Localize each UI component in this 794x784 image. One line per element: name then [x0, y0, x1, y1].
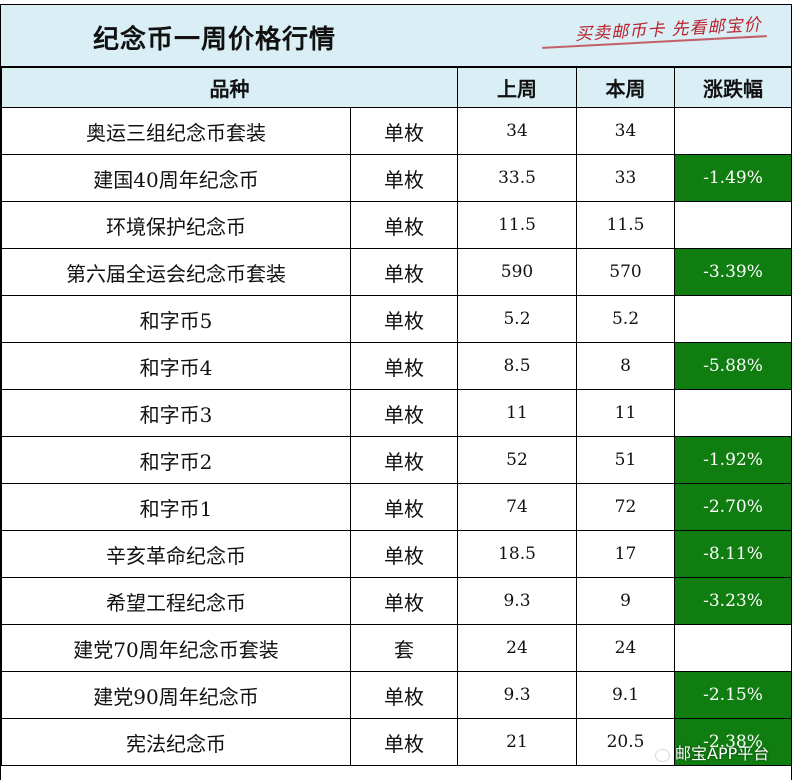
cell-change: [674, 201, 792, 249]
title-bar: 纪念币一周价格行情 买卖邮币卡 先看邮宝价: [1, 4, 791, 67]
cell-this-week: 9: [576, 577, 675, 625]
cell-last-week: 24: [457, 624, 577, 672]
table-row: 和字币4 单枚 8.5 8 -5.88%: [1, 342, 792, 390]
cell-change: -8.11%: [674, 530, 792, 578]
cell-this-week: 5.2: [576, 295, 675, 343]
cell-unit: 套: [350, 624, 458, 672]
cell-name: 和字币4: [1, 342, 351, 390]
cell-change: [674, 107, 792, 155]
cell-change: -2.15%: [674, 671, 792, 719]
cell-unit: 单枚: [350, 201, 458, 249]
price-sheet: 纪念币一周价格行情 买卖邮币卡 先看邮宝价 品种 上周 本周 涨跌幅 奥运三组纪…: [0, 4, 792, 780]
cell-name: 和字币2: [1, 436, 351, 484]
table-row: 宪法纪念币 单枚 21 20.5 -2.38%: [1, 718, 792, 766]
cell-change: [674, 295, 792, 343]
table-row: 希望工程纪念币 单枚 9.3 9 -3.23%: [1, 577, 792, 625]
cell-this-week: 9.1: [576, 671, 675, 719]
cell-unit: 单枚: [350, 389, 458, 437]
cell-unit: 单枚: [350, 295, 458, 343]
cell-last-week: 9.3: [457, 671, 577, 719]
cell-unit: 单枚: [350, 577, 458, 625]
table-row: 建党70周年纪念币套装套 24 24: [1, 624, 792, 672]
table-header-row: 品种 上周 本周 涨跌幅: [1, 67, 792, 108]
cell-unit: 单枚: [350, 671, 458, 719]
header-this-week: 本周: [576, 67, 675, 108]
cell-change: -1.92%: [674, 436, 792, 484]
cell-last-week: 33.5: [457, 154, 577, 202]
table-row: 环境保护纪念币 单枚 11.5 11.5: [1, 201, 792, 249]
cell-this-week: 72: [576, 483, 675, 531]
cell-change: [674, 624, 792, 672]
cell-name: 和字币5: [1, 295, 351, 343]
cell-this-week: 17: [576, 530, 675, 578]
wechat-icon: [647, 741, 670, 763]
header-variety: 品种: [1, 67, 458, 108]
cell-name: 宪法纪念币: [1, 718, 351, 766]
cell-this-week: 570: [576, 248, 675, 296]
cell-last-week: 21: [457, 718, 577, 766]
cell-unit: 单枚: [350, 107, 458, 155]
cell-name: 第六届全运会纪念币套装: [1, 248, 351, 296]
cell-last-week: 5.2: [457, 295, 577, 343]
cell-name: 奥运三组纪念币套装: [1, 107, 351, 155]
cell-name: 辛亥革命纪念币: [1, 530, 351, 578]
cell-change: -5.88%: [674, 342, 792, 390]
cell-this-week: 34: [576, 107, 675, 155]
header-last-week: 上周: [457, 67, 577, 108]
cell-name: 建党70周年纪念币套装: [1, 624, 351, 672]
table-row: 和字币5 单枚 5.2 5.2: [1, 295, 792, 343]
cell-unit: 单枚: [350, 342, 458, 390]
cell-this-week: 8: [576, 342, 675, 390]
page-title: 纪念币一周价格行情: [93, 25, 337, 55]
cell-last-week: 34: [457, 107, 577, 155]
cell-unit: 单枚: [350, 248, 458, 296]
table-row: 建国40周年纪念币 单枚 33.5 33 -1.49%: [1, 154, 792, 202]
cell-this-week: 33: [576, 154, 675, 202]
cell-name: 和字币1: [1, 483, 351, 531]
cell-this-week: 11.5: [576, 201, 675, 249]
cell-last-week: 8.5: [457, 342, 577, 390]
cell-change: [674, 389, 792, 437]
table-row: 辛亥革命纪念币 单枚 18.5 17 -8.11%: [1, 530, 792, 578]
cell-name: 环境保护纪念币: [1, 201, 351, 249]
cell-change: -2.38%: [674, 718, 792, 766]
cell-last-week: 52: [457, 436, 577, 484]
cell-unit: 单枚: [350, 483, 458, 531]
cell-this-week: 51: [576, 436, 675, 484]
cell-change: -2.70%: [674, 483, 792, 531]
cell-unit: 单枚: [350, 718, 458, 766]
cell-name: 希望工程纪念币: [1, 577, 351, 625]
cell-name: 建国40周年纪念币: [1, 154, 351, 202]
cell-change: -3.23%: [674, 577, 792, 625]
table-row: 建党90周年纪念币 单枚 9.3 9.1 -2.15%: [1, 671, 792, 719]
cell-change: -3.39%: [674, 248, 792, 296]
cell-unit: 单枚: [350, 436, 458, 484]
table-row: 第六届全运会纪念币套装 单枚 590 570 -3.39%: [1, 248, 792, 296]
table-row: 奥运三组纪念币套装 单枚 34 34: [1, 107, 792, 155]
cell-last-week: 11: [457, 389, 577, 437]
cell-last-week: 11.5: [457, 201, 577, 249]
watermark-text: 邮宝APP平台: [675, 744, 770, 763]
price-table: 品种 上周 本周 涨跌幅 奥运三组纪念币套装 单枚 34 34 建国40周年纪念币 单枚 3…: [1, 67, 792, 766]
cell-this-week: 24: [576, 624, 675, 672]
cell-name: 和字币3: [1, 389, 351, 437]
cell-this-week: 11: [576, 389, 675, 437]
cell-last-week: 18.5: [457, 530, 577, 578]
cell-unit: 单枚: [350, 530, 458, 578]
header-change: 涨跌幅: [674, 67, 792, 108]
table-row: 和字币3 单枚 11 11: [1, 389, 792, 437]
cell-unit: 单枚: [350, 154, 458, 202]
cell-name: 建党90周年纪念币: [1, 671, 351, 719]
table-row: 和字币2 单枚 52 51 -1.92%: [1, 436, 792, 484]
cell-last-week: 590: [457, 248, 577, 296]
cell-last-week: 9.3: [457, 577, 577, 625]
cell-last-week: 74: [457, 483, 577, 531]
table-row: 和字币1 单枚 74 72 -2.70%: [1, 483, 792, 531]
watermark: 邮宝APP平台: [647, 737, 769, 767]
cell-change: -1.49%: [674, 154, 792, 202]
